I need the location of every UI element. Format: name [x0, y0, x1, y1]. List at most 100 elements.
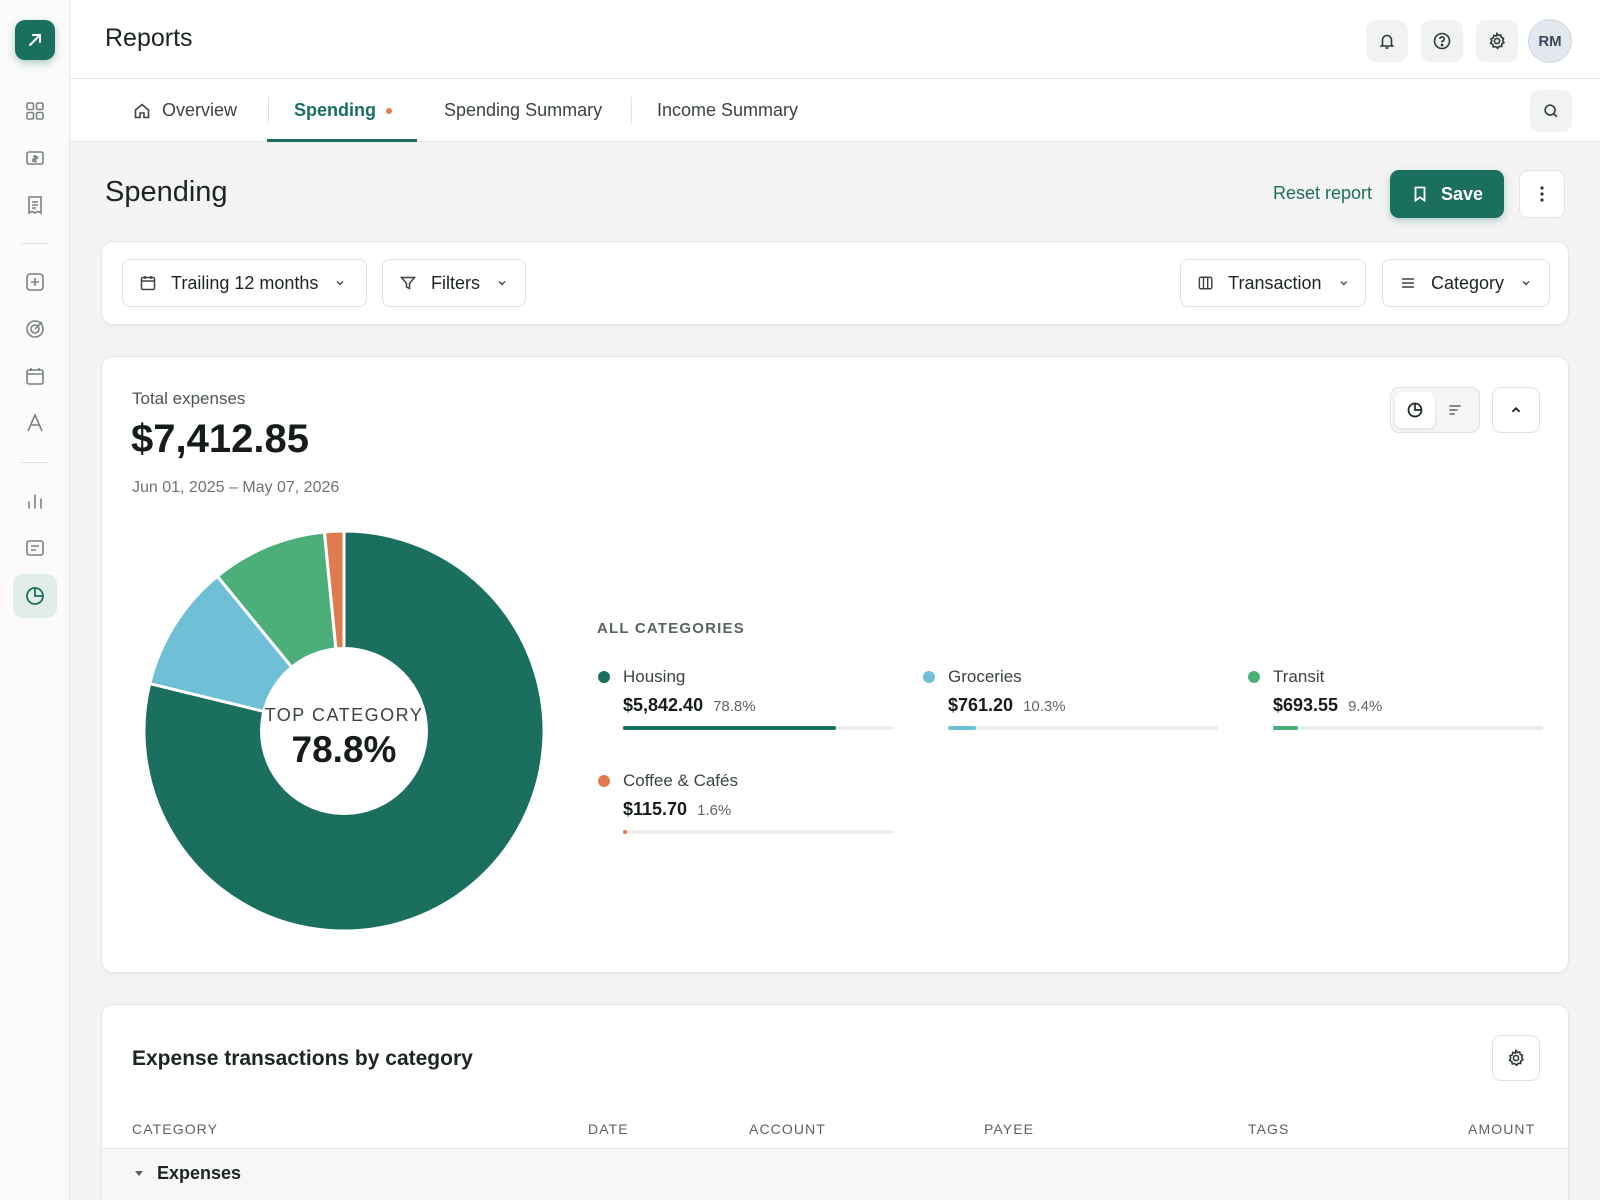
- legend-progress-track: [948, 726, 1218, 730]
- sidebar-item-calendar[interactable]: [20, 361, 50, 391]
- spending-donut-chart: TOP CATEGORY 78.8%: [142, 529, 546, 933]
- collapse-chart-button[interactable]: [1492, 387, 1540, 433]
- home-icon: [134, 102, 150, 118]
- gear-icon: [1489, 31, 1506, 50]
- chevron-up-icon: [1511, 406, 1521, 413]
- legend-item-label: Coffee & Cafés: [623, 771, 738, 790]
- column-header-payee[interactable]: PAYEE: [984, 1121, 1035, 1137]
- legend-item-values: $693.55 9.4%: [1273, 695, 1517, 716]
- sidebar: [0, 0, 70, 1200]
- legend-progress-fill: [623, 726, 836, 730]
- date-range-dropdown[interactable]: Trailing 12 months: [122, 259, 367, 307]
- save-button[interactable]: Save: [1390, 170, 1504, 218]
- column-header-date[interactable]: DATE: [588, 1121, 629, 1137]
- legend-item-values: $115.70 1.6%: [623, 799, 867, 820]
- calendar-icon: [26, 368, 44, 385]
- chevron-down-icon: [1522, 281, 1530, 286]
- chart-view-toggle: [1390, 387, 1480, 433]
- legend-progress-fill: [623, 830, 628, 834]
- save-button-label: Save: [1440, 183, 1484, 204]
- tab-divider: [268, 97, 269, 123]
- column-header-account[interactable]: ACCOUNT: [749, 1121, 826, 1137]
- pie-chart-icon: [1407, 402, 1423, 418]
- legend-item-header: Groceries: [922, 667, 1192, 687]
- user-avatar[interactable]: RM: [1528, 19, 1572, 63]
- donut-center-label: TOP CATEGORY: [265, 705, 424, 725]
- more-vertical-icon: [1540, 186, 1544, 202]
- sidebar-item-investments[interactable]: [20, 408, 50, 438]
- sidebar-item-accounts[interactable]: [20, 143, 50, 173]
- sidebar-item-reports[interactable]: [13, 574, 57, 618]
- money-icon: [26, 151, 44, 165]
- legend-item-housing[interactable]: Housing $5,842.40 78.8%: [597, 667, 893, 730]
- tab-overview[interactable]: Overview: [132, 79, 237, 142]
- group-by-transaction-value: Transaction: [1228, 272, 1322, 293]
- tab-income-summary[interactable]: Income Summary: [657, 79, 798, 142]
- active-tab-indicator: [267, 139, 417, 142]
- legend-item-amount: $693.55: [1273, 695, 1339, 715]
- pie-view-button[interactable]: [1395, 392, 1435, 428]
- legend-color-dot: [598, 775, 610, 787]
- tab-income-summary-label: Income Summary: [657, 100, 799, 120]
- list-icon: [1402, 278, 1414, 288]
- tab-spending-summary[interactable]: Spending Summary: [444, 79, 602, 142]
- search-button[interactable]: [1530, 90, 1572, 132]
- table-group-row[interactable]: [102, 1149, 1568, 1200]
- sidebar-item-add[interactable]: [20, 267, 50, 297]
- grid-icon: [26, 102, 44, 120]
- letter-a-icon: [27, 413, 43, 432]
- legend-item-header: Transit: [1247, 667, 1517, 687]
- legend-item-percent: 78.8%: [713, 698, 756, 715]
- funnel-icon: [399, 276, 417, 290]
- receipt-icon: [28, 196, 42, 215]
- sidebar-item-dashboard[interactable]: [20, 96, 50, 126]
- reset-report-link[interactable]: Reset report: [1273, 183, 1373, 203]
- legend-title: ALL CATEGORIES: [597, 620, 745, 637]
- tab-spending[interactable]: Spending: [294, 79, 392, 142]
- legend-color-dot: [1248, 671, 1260, 683]
- table-header-divider: [102, 1148, 1568, 1149]
- caret-down-icon[interactable]: [135, 1171, 143, 1176]
- tab-spending-label: Spending: [294, 100, 376, 120]
- sidebar-item-budget[interactable]: [20, 533, 50, 563]
- column-header-tags[interactable]: TAGS: [1248, 1121, 1290, 1137]
- notifications-button[interactable]: [1366, 20, 1408, 62]
- column-header-amount[interactable]: AMOUNT: [1468, 1121, 1536, 1137]
- legend-color-dot: [923, 671, 935, 683]
- sidebar-item-transactions[interactable]: [20, 190, 50, 220]
- column-header-category[interactable]: CATEGORY: [132, 1121, 219, 1137]
- legend-progress-fill: [1273, 726, 1299, 730]
- total-expenses-date-range: Jun 01, 2025 – May 07, 2026: [132, 479, 340, 496]
- sidebar-divider: [21, 243, 49, 244]
- app-logo[interactable]: [15, 20, 55, 60]
- pie-chart-icon: [26, 587, 44, 605]
- date-range-value: Trailing 12 months: [171, 272, 319, 293]
- group-by-category-dropdown[interactable]: Category: [1382, 259, 1550, 307]
- donut-hole: [260, 647, 428, 815]
- spending-chart-card: Total expenses $7,412.85 Jun 01, 2025 – …: [101, 356, 1569, 973]
- bar-view-button[interactable]: [1435, 392, 1475, 428]
- filters-dropdown[interactable]: Filters: [382, 259, 526, 307]
- legend-item-amount: $5,842.40: [623, 695, 704, 715]
- group-by-transaction-dropdown[interactable]: Transaction: [1180, 259, 1366, 307]
- help-button[interactable]: [1421, 20, 1463, 62]
- unsaved-indicator: [386, 107, 392, 114]
- legend-item-values: $761.20 10.3%: [948, 695, 1192, 716]
- legend-item-groceries[interactable]: Groceries $761.20 10.3%: [922, 667, 1218, 730]
- settings-button[interactable]: [1476, 20, 1518, 62]
- sidebar-item-analytics[interactable]: [20, 486, 50, 516]
- legend-item-transit[interactable]: Transit $693.55 9.4%: [1247, 667, 1543, 730]
- more-options-button[interactable]: [1519, 170, 1565, 218]
- legend-progress-track: [1273, 726, 1543, 730]
- table-group-label: Expenses: [157, 1163, 242, 1183]
- filters-label: Filters: [431, 272, 480, 293]
- arrow-up-right-icon: [29, 34, 41, 46]
- card-list-icon: [26, 540, 44, 556]
- total-expenses-label: Total expenses: [132, 389, 246, 408]
- legend-progress-track: [623, 830, 893, 834]
- top-header: Reports RM: [70, 0, 1600, 79]
- group-by-category-value: Category: [1431, 272, 1505, 293]
- legend-item-coffee-caf-s[interactable]: Coffee & Cafés $115.70 1.6%: [597, 771, 893, 834]
- table-settings-button[interactable]: [1492, 1035, 1540, 1081]
- sidebar-item-goals[interactable]: [20, 314, 50, 344]
